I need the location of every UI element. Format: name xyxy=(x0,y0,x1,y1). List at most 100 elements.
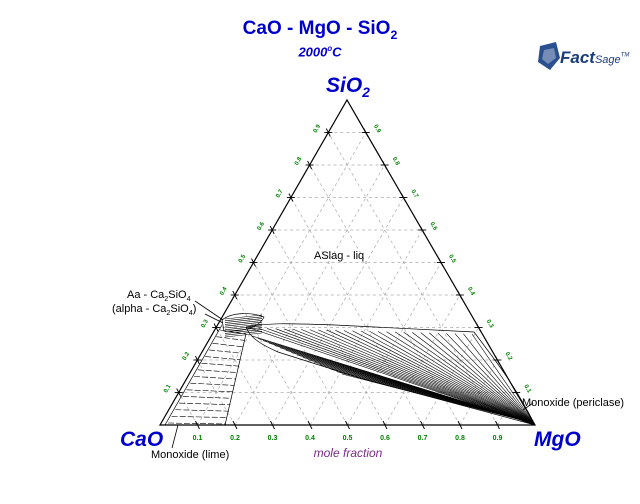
tie-line xyxy=(175,409,229,412)
corner-label-mgo: MgO xyxy=(534,428,581,451)
tie-line xyxy=(343,330,536,426)
tie-line xyxy=(352,330,536,426)
tick-label-bottom: 0.5 xyxy=(343,435,353,442)
tie-line xyxy=(212,342,244,348)
tie-line xyxy=(326,329,536,426)
tick-bottom xyxy=(195,420,200,430)
tick-right xyxy=(382,160,388,170)
region-label-periclase: Monoxide (periclase) xyxy=(522,397,625,409)
tick-bottom xyxy=(307,420,313,430)
corner-label-cao: CaO xyxy=(120,428,164,451)
tick-label-left: 0.4 xyxy=(219,286,229,297)
region-label-alpha: (alpha - Ca2SiO4) xyxy=(112,303,197,318)
tick-label-bottom: 0.1 xyxy=(193,435,203,442)
factsage-logo xyxy=(536,40,626,74)
label-leader-lines xyxy=(171,300,534,449)
tie-line xyxy=(224,329,263,334)
grid-line xyxy=(327,132,498,426)
tie-line xyxy=(266,328,536,426)
grid-line xyxy=(178,392,198,426)
grid-line xyxy=(384,294,461,426)
tick-label-bottom: 0.7 xyxy=(418,435,428,442)
tick-left xyxy=(232,290,238,300)
tick-label-right: 0.4 xyxy=(466,286,476,297)
diagram-title: CaO - MgO - SiO2 xyxy=(242,18,398,42)
tick-label-right: 0.9 xyxy=(372,124,382,135)
tie-line xyxy=(190,382,235,386)
grid-line xyxy=(459,359,498,426)
grid-line xyxy=(197,132,367,426)
c2s-field xyxy=(221,313,265,332)
tick-right xyxy=(363,128,369,137)
tie-line xyxy=(284,328,536,426)
tick-bottom xyxy=(495,420,500,430)
tie-line xyxy=(341,373,534,424)
temperature-label: 2000oC xyxy=(298,44,342,60)
tie-line xyxy=(219,329,247,335)
tick-label-bottom: 0.8 xyxy=(455,435,465,442)
tie-line xyxy=(224,320,263,325)
corner-label-sio2: SiO2 xyxy=(326,74,370,101)
tick-left xyxy=(194,355,200,365)
tick-label-right: 0.5 xyxy=(447,254,457,265)
tick-bottom xyxy=(232,420,238,430)
axis-label-mole-fraction: mole fraction xyxy=(313,446,383,460)
tie-line xyxy=(224,323,263,329)
tie-line xyxy=(224,314,263,320)
tick-left xyxy=(269,225,275,235)
grid-line xyxy=(272,197,404,426)
tick-right xyxy=(438,258,444,267)
tie-line xyxy=(216,336,245,341)
grid-line xyxy=(253,262,348,426)
tie-line xyxy=(318,329,536,426)
tie-line xyxy=(224,325,263,331)
tie-line xyxy=(208,349,242,354)
tie-line xyxy=(258,327,536,426)
tie-line xyxy=(429,332,536,426)
tick-right xyxy=(476,323,482,332)
grid-line xyxy=(234,294,311,426)
tick-right xyxy=(457,290,463,300)
tie-line xyxy=(182,396,232,399)
tick-label-left: 0.6 xyxy=(257,221,267,232)
region-label-aa: Aa - Ca2SiO4 xyxy=(127,289,191,304)
tie-line xyxy=(186,389,234,393)
tick-right xyxy=(494,355,500,365)
tick-bottom xyxy=(382,420,388,430)
tie-line xyxy=(292,328,536,426)
tie-line xyxy=(471,333,536,426)
grid-line xyxy=(197,359,236,426)
tie-line xyxy=(193,376,237,380)
tick-label-bottom: 0.9 xyxy=(493,435,503,442)
tick-label-bottom: 0.2 xyxy=(230,435,240,442)
tie-line xyxy=(309,329,536,426)
tie-line xyxy=(377,331,536,426)
tie-line xyxy=(275,328,536,426)
tie-line xyxy=(224,327,263,332)
tie-line xyxy=(197,369,238,373)
tick-left xyxy=(325,128,331,137)
tick-label-right: 0.8 xyxy=(391,156,401,167)
tie-line xyxy=(224,330,263,336)
tie-line xyxy=(412,332,536,426)
tie-line xyxy=(403,331,536,426)
tie-line xyxy=(205,356,241,361)
tick-label-left: 0.9 xyxy=(313,123,323,134)
tie-line xyxy=(167,422,227,425)
lime-boundary xyxy=(164,324,223,426)
tick-left xyxy=(251,258,256,267)
tick-left xyxy=(307,160,313,170)
tie-lines xyxy=(167,314,536,426)
tie-line xyxy=(224,332,263,338)
tick-label-bottom: 0.4 xyxy=(305,435,315,442)
grid-line xyxy=(347,262,442,426)
grid-line xyxy=(422,327,479,426)
tick-label-left: 0.5 xyxy=(238,253,248,264)
tie-line xyxy=(224,316,263,322)
tie-line xyxy=(179,402,231,406)
leader-aa xyxy=(194,300,224,321)
grid-line xyxy=(215,327,273,426)
tick-label-left: 0.8 xyxy=(294,156,304,167)
tie-line xyxy=(301,329,536,426)
leader-lime xyxy=(171,424,179,449)
